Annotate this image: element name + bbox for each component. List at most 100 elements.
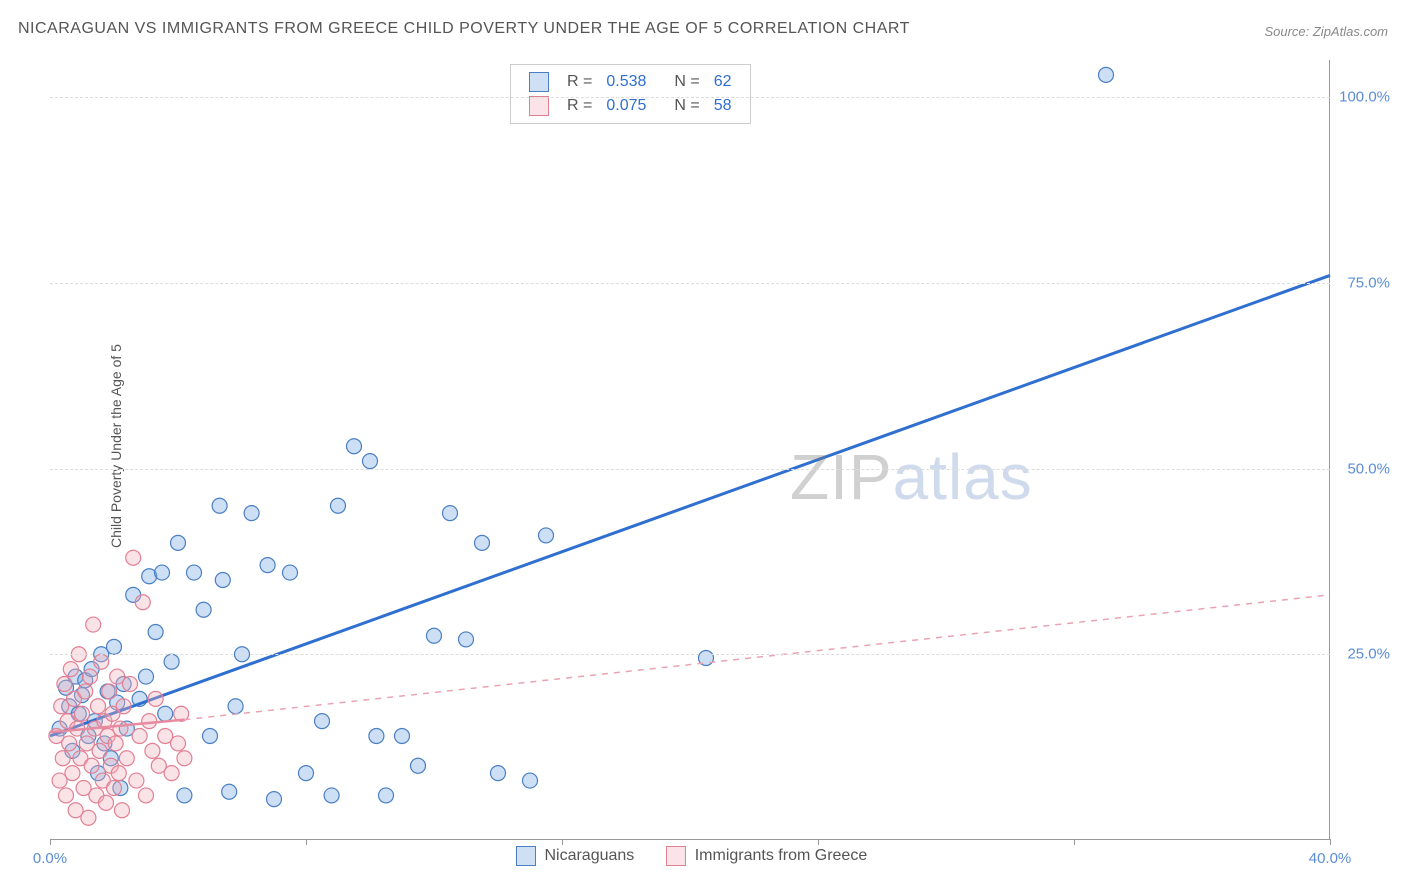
data-point (155, 565, 170, 580)
data-point (203, 729, 218, 744)
x-tick (1330, 839, 1331, 845)
data-point (215, 573, 230, 588)
legend-item: Immigrants from Greece (666, 846, 867, 866)
data-point (78, 684, 93, 699)
data-point (1099, 67, 1114, 82)
gridline-h (50, 97, 1330, 98)
data-point (411, 758, 426, 773)
x-tick (818, 839, 819, 845)
data-point (59, 788, 74, 803)
data-point (102, 684, 117, 699)
data-point (57, 677, 72, 692)
corr-r-value: 0.538 (600, 71, 652, 93)
data-point (92, 743, 107, 758)
data-point (196, 602, 211, 617)
chart-title: NICARAGUAN VS IMMIGRANTS FROM GREECE CHI… (18, 20, 910, 38)
plot-area: R =0.538N =62R =0.075N =58 ZIPatlas 25.0… (50, 60, 1330, 840)
legend-swatch (666, 846, 686, 866)
data-point (222, 784, 237, 799)
data-point (212, 498, 227, 513)
legend-label: Nicaraguans (544, 847, 634, 864)
data-point (475, 535, 490, 550)
data-point (113, 721, 128, 736)
data-point (228, 699, 243, 714)
data-point (139, 669, 154, 684)
data-point (187, 565, 202, 580)
data-point (116, 699, 131, 714)
regression-line (50, 275, 1330, 736)
y-tick-label: 100.0% (1335, 89, 1390, 106)
data-point (539, 528, 554, 543)
data-point (244, 506, 259, 521)
data-point (459, 632, 474, 647)
data-point (91, 699, 106, 714)
data-point (395, 729, 410, 744)
corr-r-value: 0.075 (600, 95, 652, 117)
corr-legend-row: R =0.075 N =58 (523, 95, 738, 117)
data-point (523, 773, 538, 788)
data-point (331, 498, 346, 513)
data-point (65, 766, 80, 781)
data-point (115, 803, 130, 818)
data-point (129, 773, 144, 788)
data-point (260, 558, 275, 573)
data-point (108, 736, 123, 751)
corr-r-label: R = (561, 71, 598, 93)
corr-n-label: N = (668, 95, 705, 117)
data-point (267, 792, 282, 807)
y-tick-label: 75.0% (1335, 274, 1390, 291)
data-point (55, 751, 70, 766)
data-point (148, 691, 163, 706)
data-point (107, 639, 122, 654)
data-point (177, 751, 192, 766)
data-point (171, 535, 186, 550)
data-point (363, 454, 378, 469)
data-point (148, 625, 163, 640)
data-point (62, 736, 77, 751)
data-point (283, 565, 298, 580)
data-point (164, 654, 179, 669)
data-point (139, 788, 154, 803)
source-attribution: Source: ZipAtlas.com (1264, 24, 1388, 39)
y-tick-label: 50.0% (1335, 460, 1390, 477)
legend-item: Nicaraguans (516, 846, 634, 866)
data-point (427, 628, 442, 643)
data-point (158, 706, 173, 721)
data-point (83, 669, 98, 684)
data-point (132, 729, 147, 744)
legend-swatch (516, 846, 536, 866)
data-point (119, 751, 134, 766)
data-point (145, 743, 160, 758)
x-tick (50, 839, 51, 845)
data-point (123, 677, 138, 692)
regression-line (184, 595, 1330, 720)
corr-legend-row: R =0.538 N =62 (523, 71, 738, 93)
gridline-h (50, 654, 1330, 655)
corr-n-value: 58 (708, 95, 738, 117)
x-tick (562, 839, 563, 845)
data-point (81, 810, 96, 825)
data-point (75, 706, 90, 721)
data-point (347, 439, 362, 454)
data-point (171, 736, 186, 751)
data-point (126, 550, 141, 565)
data-point (299, 766, 314, 781)
x-tick-label: 40.0% (1309, 850, 1352, 867)
data-point (315, 714, 330, 729)
corr-r-label: R = (561, 95, 598, 117)
gridline-h (50, 283, 1330, 284)
corr-n-value: 62 (708, 71, 738, 93)
y-tick-label: 25.0% (1335, 646, 1390, 663)
chart-svg (50, 60, 1330, 839)
data-point (164, 766, 179, 781)
data-point (111, 766, 126, 781)
data-point (99, 795, 114, 810)
gridline-h (50, 469, 1330, 470)
legend-swatch (529, 72, 549, 92)
data-point (107, 781, 122, 796)
series-legend: Nicaraguans Immigrants from Greece (500, 846, 883, 866)
x-tick-label: 0.0% (33, 850, 67, 867)
correlation-table: R =0.538 N =62 R =0.075 N =58 (521, 69, 740, 119)
corr-n-label: N = (668, 71, 705, 93)
x-tick (1074, 839, 1075, 845)
